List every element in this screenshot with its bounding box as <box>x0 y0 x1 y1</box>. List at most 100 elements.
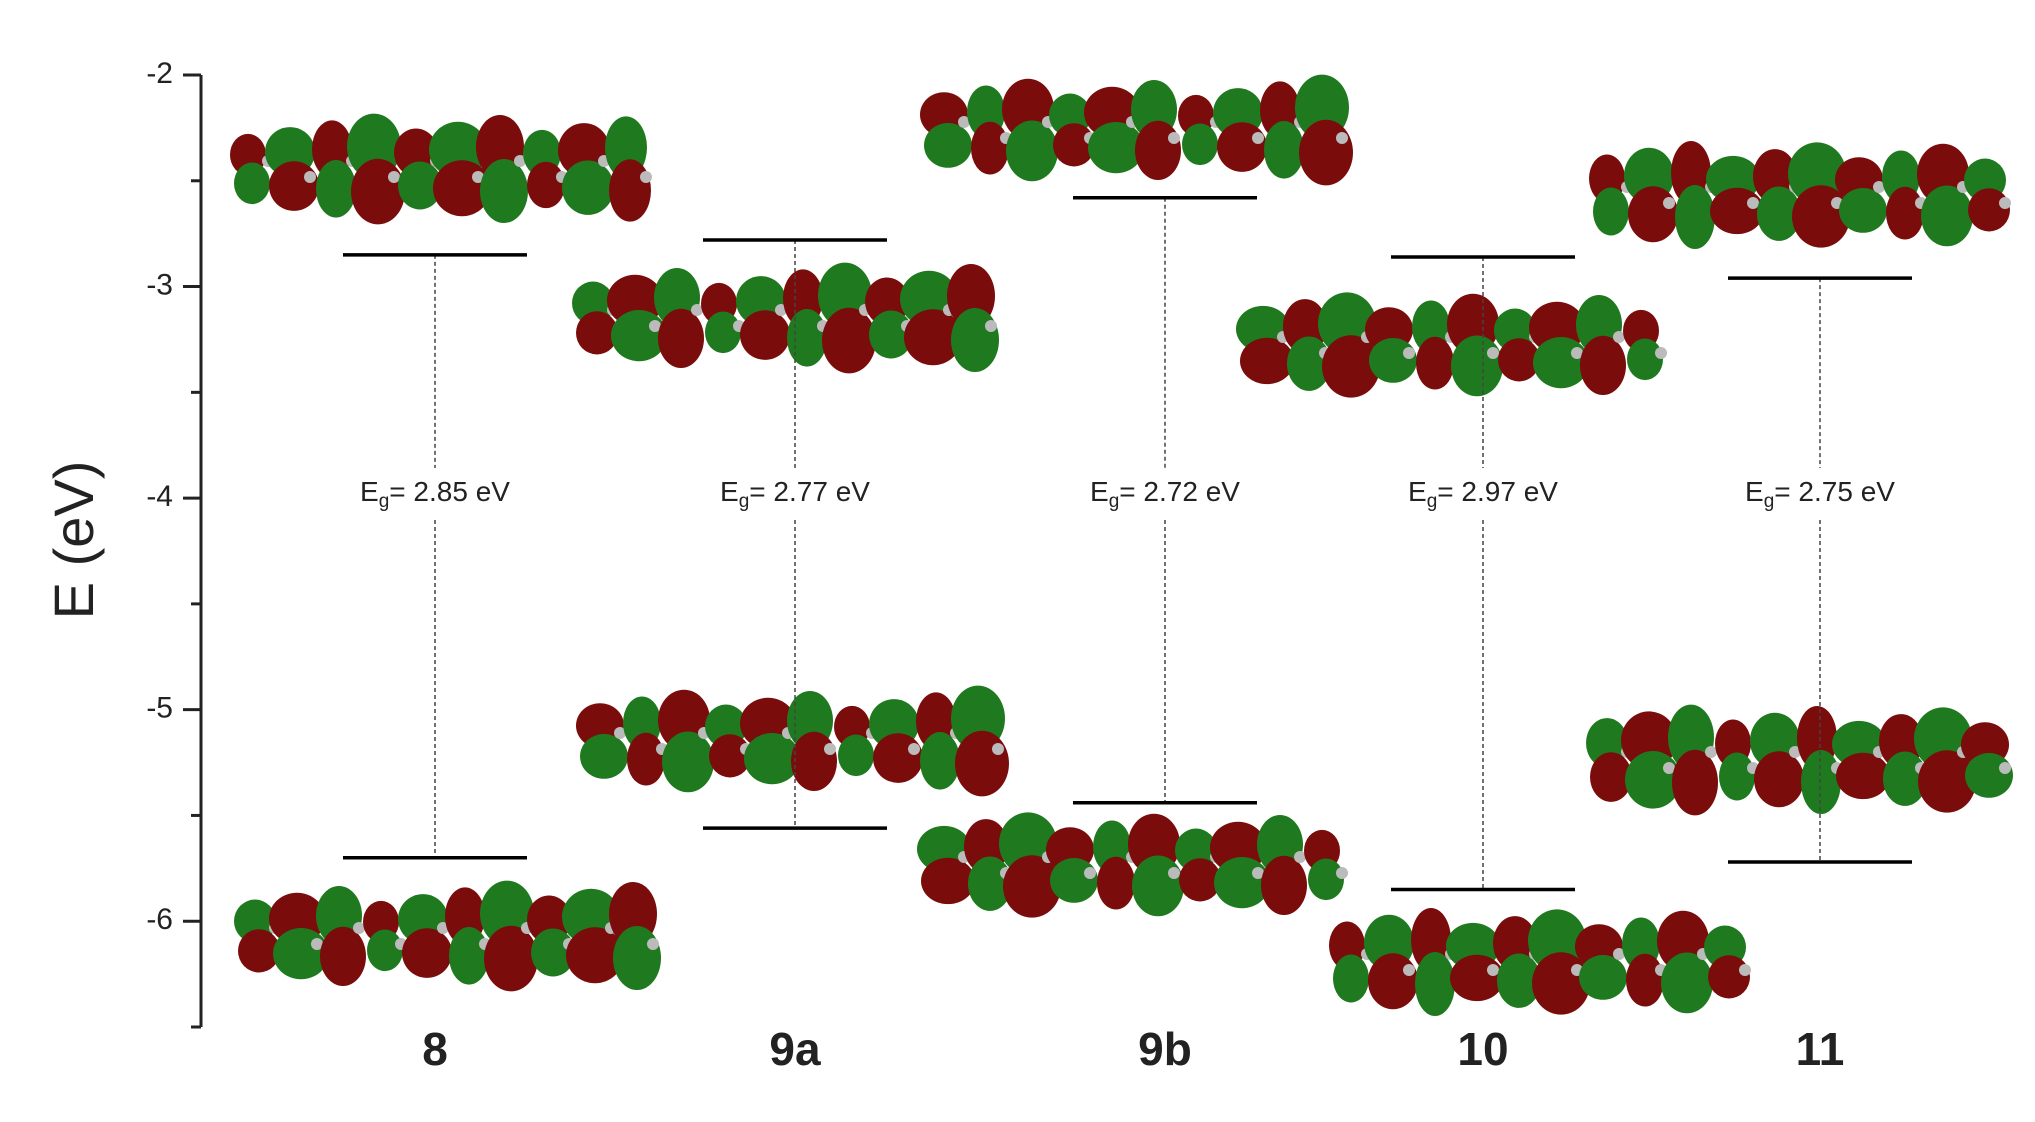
atom <box>1168 867 1180 879</box>
orbital-picture <box>230 113 652 225</box>
atom <box>304 171 316 183</box>
orbital-lobe <box>791 731 837 791</box>
orbital-lobe <box>1628 186 1678 243</box>
gap-label: Eg= 2.85 eV <box>360 476 510 512</box>
orbital-lobe <box>1088 122 1144 174</box>
orbital-lobe <box>1264 121 1304 179</box>
orbital-lobe <box>1498 338 1540 382</box>
orbital-lobe <box>1836 752 1890 800</box>
category-label: 8 <box>422 1023 448 1075</box>
atom <box>1613 948 1625 960</box>
orbital-lobe <box>1590 752 1632 802</box>
orbital-lobe <box>971 121 1009 175</box>
orbital-lobe <box>921 857 975 905</box>
orbital-lobe <box>449 927 489 985</box>
orbital-picture <box>1589 141 2011 249</box>
orbital-lobe <box>1918 750 1976 813</box>
atom <box>1168 132 1180 144</box>
orbital-lobe <box>873 733 923 783</box>
orbital-lobe <box>484 925 538 992</box>
orbital-lobe <box>658 308 704 368</box>
atom <box>514 155 526 167</box>
gap-value: = 2.75 eV <box>1774 476 1895 507</box>
orbital-lobe <box>531 928 575 977</box>
atom <box>647 938 659 950</box>
orbital-lobe <box>1369 338 1417 383</box>
gap-value: = 2.77 eV <box>749 476 870 507</box>
atom <box>1403 347 1415 359</box>
orbital-lobe <box>1839 188 1887 233</box>
orbital-lobe <box>580 734 628 779</box>
atom <box>614 727 626 739</box>
orbital-picture <box>917 812 1348 918</box>
orbital-lobe <box>740 310 790 360</box>
gap-subscript: g <box>379 491 390 512</box>
gap-label: Eg= 2.97 eV <box>1408 476 1558 512</box>
orbital-lobe <box>1886 186 1924 240</box>
gap-subscript: g <box>1109 491 1120 512</box>
atom <box>1571 347 1583 359</box>
orbital-lobe <box>1322 335 1380 398</box>
orbital-lobe <box>904 309 962 366</box>
atom <box>691 304 703 316</box>
category-label: 9a <box>769 1023 821 1075</box>
y-axis-label: E (eV) <box>42 461 105 620</box>
gap-symbol: E <box>1408 476 1427 507</box>
orbital-lobe <box>924 122 972 168</box>
atom <box>992 743 1004 755</box>
orbital-lobe <box>566 927 624 984</box>
orbital-picture <box>1586 704 2013 816</box>
orbital-lobe <box>1050 858 1098 903</box>
orbital-lobe <box>1182 123 1218 166</box>
orbital-lobe <box>627 732 665 786</box>
gap-symbol: E <box>1090 476 1109 507</box>
orbital-lobe <box>1661 952 1713 1014</box>
orbital-lobe <box>1451 335 1503 397</box>
y-tick-label: -2 <box>146 57 173 90</box>
atom <box>1739 964 1751 976</box>
atom <box>1487 964 1499 976</box>
atom <box>640 171 652 183</box>
category-label: 10 <box>1457 1023 1508 1075</box>
orbital-picture <box>1236 292 1667 398</box>
orbital-lobe <box>822 307 876 374</box>
orbital-picture <box>920 74 1353 186</box>
gap-label: Eg= 2.77 eV <box>720 476 870 512</box>
gap-label: Eg= 2.75 eV <box>1745 476 1895 512</box>
atom <box>1663 762 1675 774</box>
orbital-lobe <box>1965 753 2013 798</box>
orbital-picture <box>1329 908 1751 1016</box>
gap-label: Eg= 2.72 eV <box>1090 476 1240 512</box>
atom <box>472 171 484 183</box>
orbital-lobe <box>527 161 565 209</box>
atom <box>1336 867 1348 879</box>
gap-symbol: E <box>720 476 739 507</box>
gap-subscript: g <box>1764 491 1775 512</box>
y-tick-label: -4 <box>146 480 173 513</box>
category-label: 9b <box>1138 1023 1192 1075</box>
atom <box>958 116 970 128</box>
orbital-lobe <box>1006 120 1058 182</box>
atom <box>1336 132 1348 144</box>
atom <box>1252 867 1264 879</box>
gap-value: = 2.72 eV <box>1119 476 1240 507</box>
orbital-lobe <box>1003 855 1061 918</box>
atom <box>1294 851 1306 863</box>
orbital-lobe <box>398 161 442 210</box>
orbital-lobe <box>951 308 999 372</box>
orbital-lobe <box>320 926 366 986</box>
orbital-lobe <box>787 309 827 367</box>
orbital-lobe <box>351 158 405 225</box>
orbital-lobe <box>562 160 614 215</box>
orbital-lobe <box>1299 119 1353 186</box>
orbital-lobe <box>1135 120 1181 180</box>
orbital-lobe <box>709 734 751 778</box>
orbital-lobe <box>1415 952 1455 1016</box>
orbital-lobe <box>1672 749 1718 816</box>
orbital-lobe <box>1416 336 1454 390</box>
atom <box>1403 964 1415 976</box>
atom <box>1663 197 1675 209</box>
atom <box>908 743 920 755</box>
atom <box>824 743 836 755</box>
